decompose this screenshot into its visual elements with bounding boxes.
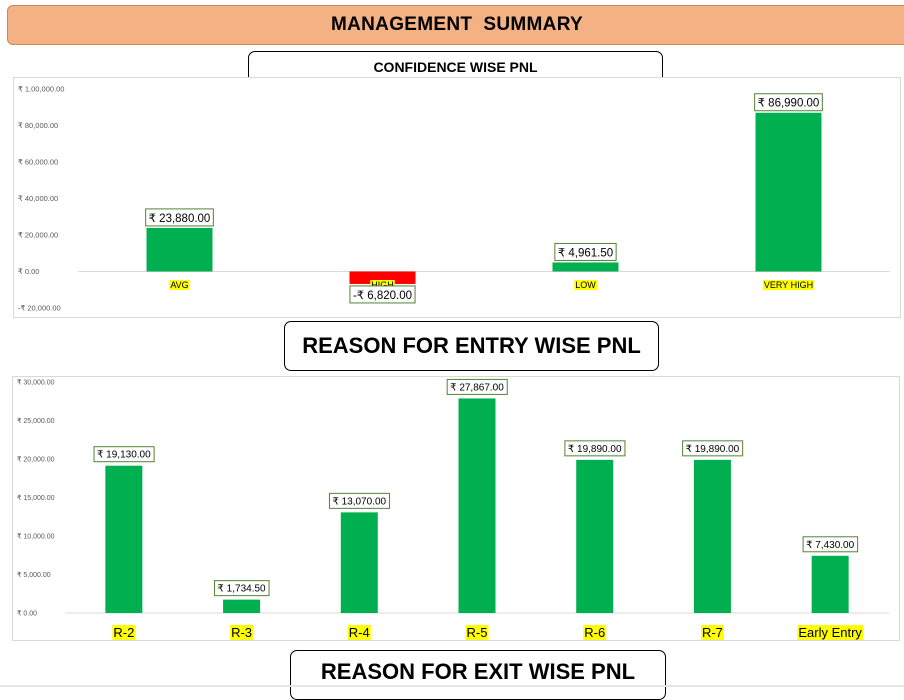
data-label-box (564, 440, 626, 457)
bar[interactable] (693, 459, 731, 613)
data-label-box (754, 93, 823, 112)
category-label: R-5 (467, 625, 488, 640)
category-highlight (583, 625, 607, 640)
category-highlight (347, 625, 371, 640)
category-highlight (169, 280, 190, 290)
category-label: AVG (170, 280, 188, 290)
confidence-chart[interactable]: -₹ 20,000.00 ₹ 0.00 ₹ 20,000.00 ₹ 40,000.00… (13, 77, 901, 318)
category-highlight (797, 625, 864, 640)
data-label-box (145, 208, 214, 227)
page-title: MANAGEMENT SUMMARY (331, 14, 583, 35)
data-label: ₹ 1,734.50 (218, 584, 267, 595)
data-label-box (93, 446, 155, 463)
bar[interactable] (340, 512, 378, 613)
bar[interactable] (552, 262, 619, 272)
category-label: R-4 (349, 625, 370, 640)
data-label: ₹ 86,990.00 (758, 98, 820, 110)
y-tick-label: ₹ 20,000.00 (17, 456, 55, 464)
entry-chart-svg: ₹ 0.00 ₹ 5,000.00 ₹ 10,000.00 ₹ 15,000.00 ₹ … (17, 378, 889, 640)
y-tick-label: ₹ 20,000.00 (18, 231, 58, 240)
bar[interactable] (458, 398, 496, 613)
category-label: R-2 (113, 625, 134, 640)
bar[interactable] (223, 599, 261, 613)
data-label: ₹ 13,070.00 (332, 496, 386, 507)
data-label: ₹ 19,890.00 (686, 444, 740, 455)
bar[interactable] (811, 555, 849, 613)
y-tick-label: ₹ 15,000.00 (17, 494, 55, 502)
category-highlight (574, 280, 598, 290)
category-label: LOW (575, 280, 596, 290)
category-highlight (230, 625, 254, 640)
y-tick-label: ₹ 1,00,000.00 (18, 85, 64, 94)
entry-chart-title: REASON FOR ENTRY WISE PNL (284, 321, 659, 371)
y-tick-label: -₹ 20,000.00 (18, 304, 61, 313)
category-label: HIGH (371, 280, 394, 290)
category-label: R-3 (231, 625, 252, 640)
y-tick-label: ₹ 30,000.00 (17, 379, 55, 387)
data-label-box (802, 536, 859, 553)
management-summary-banner: MANAGEMENT SUMMARY (7, 5, 904, 45)
data-label-box (349, 285, 416, 304)
exit-chart-title: REASON FOR EXIT WISE PNL (290, 650, 666, 700)
bar[interactable] (576, 459, 614, 613)
category-label: R-6 (584, 625, 605, 640)
y-tick-label: ₹ 0.00 (18, 267, 39, 276)
y-tick-label: ₹ 60,000.00 (18, 158, 58, 167)
bottom-divider (0, 685, 904, 687)
category-label: VERY HIGH (764, 280, 813, 290)
entry-chart[interactable]: ₹ 0.00 ₹ 5,000.00 ₹ 10,000.00 ₹ 15,000.00 ₹ … (12, 376, 900, 641)
data-label-box (554, 242, 617, 261)
y-tick-label: ₹ 10,000.00 (17, 533, 55, 541)
confidence-chart-svg: -₹ 20,000.00 ₹ 0.00 ₹ 20,000.00 ₹ 40,000.00… (18, 85, 890, 313)
data-label: -₹ 6,820.00 (353, 290, 412, 302)
bar[interactable] (349, 271, 416, 284)
y-tick-label: ₹ 80,000.00 (18, 121, 58, 130)
category-label: R-7 (702, 625, 723, 640)
category-highlight (700, 625, 724, 640)
bar[interactable] (146, 227, 213, 272)
y-tick-label: ₹ 40,000.00 (18, 194, 58, 203)
category-highlight (370, 280, 395, 290)
data-label: ₹ 7,430.00 (806, 540, 855, 551)
y-tick-label: ₹ 5,000.00 (17, 571, 51, 579)
category-highlight (762, 280, 815, 290)
category-highlight (465, 625, 489, 640)
y-tick-label: ₹ 25,000.00 (17, 417, 55, 425)
data-label: ₹ 27,867.00 (450, 382, 504, 393)
y-tick-label: ₹ 0.00 (17, 610, 37, 618)
data-label: ₹ 4,961.50 (558, 247, 613, 259)
category-label: Early Entry (798, 625, 862, 640)
data-label-box (446, 378, 508, 395)
data-label-box (682, 440, 744, 457)
bar[interactable] (755, 112, 822, 272)
data-label-box (214, 580, 270, 597)
bar[interactable] (105, 465, 143, 613)
data-label: ₹ 23,880.00 (149, 213, 211, 225)
category-highlight (112, 625, 136, 640)
data-label-box (328, 492, 391, 509)
data-label: ₹ 19,130.00 (97, 450, 151, 461)
data-label: ₹ 19,890.00 (568, 444, 622, 455)
